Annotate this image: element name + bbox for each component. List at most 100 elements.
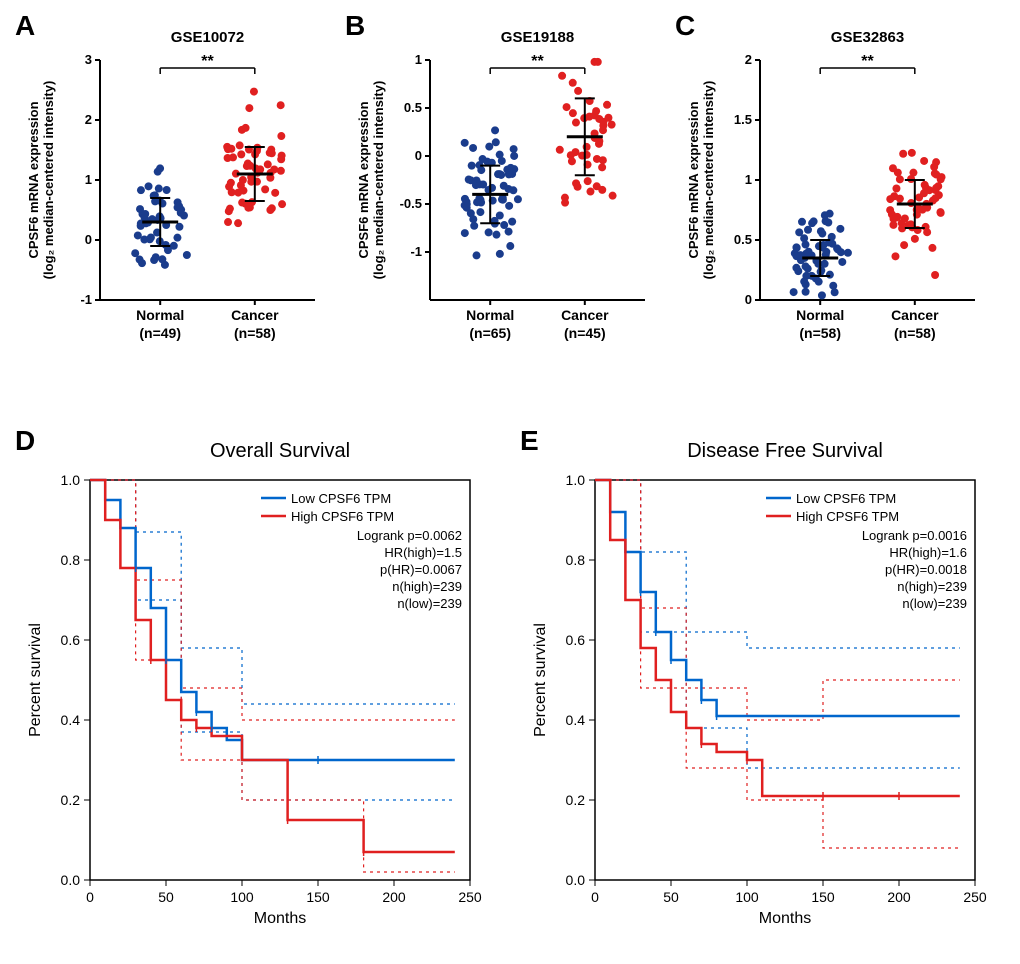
svg-text:GSE10072: GSE10072 [171, 29, 244, 46]
svg-text:**: ** [531, 53, 544, 70]
bottom-row: D Overall Survival0501001502002500.00.20… [20, 435, 1000, 940]
svg-text:0.0: 0.0 [61, 872, 81, 888]
top-row: A GSE10072-10123CPSF6 mRNA expression(lo… [20, 20, 1000, 395]
panel-label-c: C [675, 10, 695, 42]
svg-text:Overall Survival: Overall Survival [210, 440, 350, 462]
svg-text:(log₂ median-centered intensit: (log₂ median-centered intensity) [371, 81, 386, 280]
svg-text:2: 2 [745, 52, 752, 67]
panel-label-b: B [345, 10, 365, 42]
svg-text:0.5: 0.5 [404, 100, 422, 115]
svg-text:Months: Months [759, 910, 811, 927]
svg-text:0.6: 0.6 [61, 632, 81, 648]
svg-text:0.0: 0.0 [566, 872, 586, 888]
svg-text:0.2: 0.2 [61, 792, 81, 808]
panel-label-a: A [15, 10, 35, 42]
svg-text:HR(high)=1.5: HR(high)=1.5 [384, 545, 462, 560]
svg-text:n(high)=239: n(high)=239 [897, 579, 967, 594]
panel-c: C GSE3286300.511.52CPSF6 mRNA expression… [680, 20, 1000, 365]
svg-text:150: 150 [811, 889, 835, 905]
svg-text:CPSF6 mRNA expression: CPSF6 mRNA expression [356, 101, 371, 258]
svg-text:Percent survival: Percent survival [532, 623, 549, 737]
panel-b: B GSE19188-1-0.500.51CPSF6 mRNA expressi… [350, 20, 670, 365]
svg-text:Normal: Normal [466, 307, 514, 323]
svg-text:(n=58): (n=58) [799, 325, 841, 341]
svg-text:1: 1 [415, 52, 422, 67]
svg-text:0: 0 [415, 148, 422, 163]
svg-text:Disease Free Survival: Disease Free Survival [687, 440, 883, 462]
svg-text:n(low)=239: n(low)=239 [902, 596, 967, 611]
svg-text:0.5: 0.5 [734, 232, 752, 247]
svg-text:GSE19188: GSE19188 [501, 29, 574, 46]
svg-text:-0.5: -0.5 [400, 196, 422, 211]
svg-text:Cancer: Cancer [231, 307, 279, 323]
svg-text:Logrank p=0.0016: Logrank p=0.0016 [862, 528, 967, 543]
svg-text:GSE32863: GSE32863 [831, 29, 904, 46]
scatter-chart-a: GSE10072 -1 0 1 2 3 CPSF6 mRNA expression(log₂… [20, 20, 330, 360]
svg-text:3: 3 [85, 52, 92, 67]
svg-text:Normal: Normal [136, 307, 184, 323]
survival-chart-e: Disease Free Survival 0 50 100 150 200 250 0.0 0… [525, 435, 995, 935]
svg-text:Low CPSF6 TPM: Low CPSF6 TPM [796, 491, 896, 506]
panel-e: E Disease Free Survival0501001502002500.… [525, 435, 1000, 940]
svg-text:0.6: 0.6 [566, 632, 586, 648]
svg-text:0: 0 [591, 889, 599, 905]
svg-text:250: 250 [963, 889, 987, 905]
svg-text:1.0: 1.0 [61, 472, 81, 488]
svg-text:Cancer: Cancer [561, 307, 609, 323]
svg-text:0.8: 0.8 [61, 552, 81, 568]
svg-text:-1: -1 [80, 292, 92, 307]
svg-text:High CPSF6 TPM: High CPSF6 TPM [291, 509, 394, 524]
svg-text:HR(high)=1.6: HR(high)=1.6 [889, 545, 967, 560]
scatter-chart-b: GSE19188 -1 -0.5 0 0.5 1 CPSF6 mRNA expression… [350, 20, 660, 360]
svg-text:150: 150 [306, 889, 330, 905]
svg-text:High CPSF6 TPM: High CPSF6 TPM [796, 509, 899, 524]
svg-text:-1: -1 [410, 244, 422, 259]
scatter-chart-c: GSE32863 0 0.5 1 1.5 2 CPSF6 mRNA expression(l… [680, 20, 990, 360]
svg-text:p(HR)=0.0018: p(HR)=0.0018 [885, 562, 967, 577]
svg-text:50: 50 [663, 889, 679, 905]
svg-text:(n=45): (n=45) [564, 325, 606, 341]
svg-text:(n=58): (n=58) [234, 325, 276, 341]
svg-text:200: 200 [887, 889, 911, 905]
svg-text:n(high)=239: n(high)=239 [392, 579, 462, 594]
svg-text:CPSF6 mRNA expression: CPSF6 mRNA expression [686, 101, 701, 258]
svg-text:CPSF6 mRNA expression: CPSF6 mRNA expression [26, 101, 41, 258]
svg-text:(log₂ median-centered intensit: (log₂ median-centered intensity) [41, 81, 56, 280]
svg-text:**: ** [201, 53, 214, 70]
svg-text:1: 1 [745, 172, 752, 187]
svg-text:0.4: 0.4 [566, 712, 586, 728]
svg-text:(log₂ median-centered intensit: (log₂ median-centered intensity) [701, 81, 716, 280]
panel-a: A GSE10072-10123CPSF6 mRNA expression(lo… [20, 20, 340, 365]
svg-text:0: 0 [745, 292, 752, 307]
svg-text:0.8: 0.8 [566, 552, 586, 568]
panel-label-d: D [15, 425, 35, 457]
svg-text:0: 0 [86, 889, 94, 905]
svg-text:200: 200 [382, 889, 406, 905]
svg-text:Logrank p=0.0062: Logrank p=0.0062 [357, 528, 462, 543]
svg-text:(n=65): (n=65) [469, 325, 511, 341]
svg-text:(n=58): (n=58) [894, 325, 936, 341]
svg-text:1: 1 [85, 172, 92, 187]
svg-text:1.5: 1.5 [734, 112, 752, 127]
svg-text:250: 250 [458, 889, 482, 905]
svg-text:Low CPSF6 TPM: Low CPSF6 TPM [291, 491, 391, 506]
svg-text:Percent survival: Percent survival [27, 623, 44, 737]
svg-text:2: 2 [85, 112, 92, 127]
panel-label-e: E [520, 425, 539, 457]
survival-chart-d: Overall Survival 0 50 100 150 200 250 0.0 0.2 0.4… [20, 435, 490, 935]
svg-text:0.2: 0.2 [566, 792, 586, 808]
panel-d: D Overall Survival0501001502002500.00.20… [20, 435, 495, 940]
svg-text:100: 100 [735, 889, 759, 905]
svg-text:**: ** [861, 53, 874, 70]
svg-text:1.0: 1.0 [566, 472, 586, 488]
svg-text:50: 50 [158, 889, 174, 905]
svg-text:n(low)=239: n(low)=239 [397, 596, 462, 611]
svg-text:Normal: Normal [796, 307, 844, 323]
svg-text:(n=49): (n=49) [139, 325, 181, 341]
svg-text:0.4: 0.4 [61, 712, 81, 728]
svg-text:Months: Months [254, 910, 306, 927]
svg-text:Cancer: Cancer [891, 307, 939, 323]
svg-text:0: 0 [85, 232, 92, 247]
svg-text:p(HR)=0.0067: p(HR)=0.0067 [380, 562, 462, 577]
svg-text:100: 100 [230, 889, 254, 905]
